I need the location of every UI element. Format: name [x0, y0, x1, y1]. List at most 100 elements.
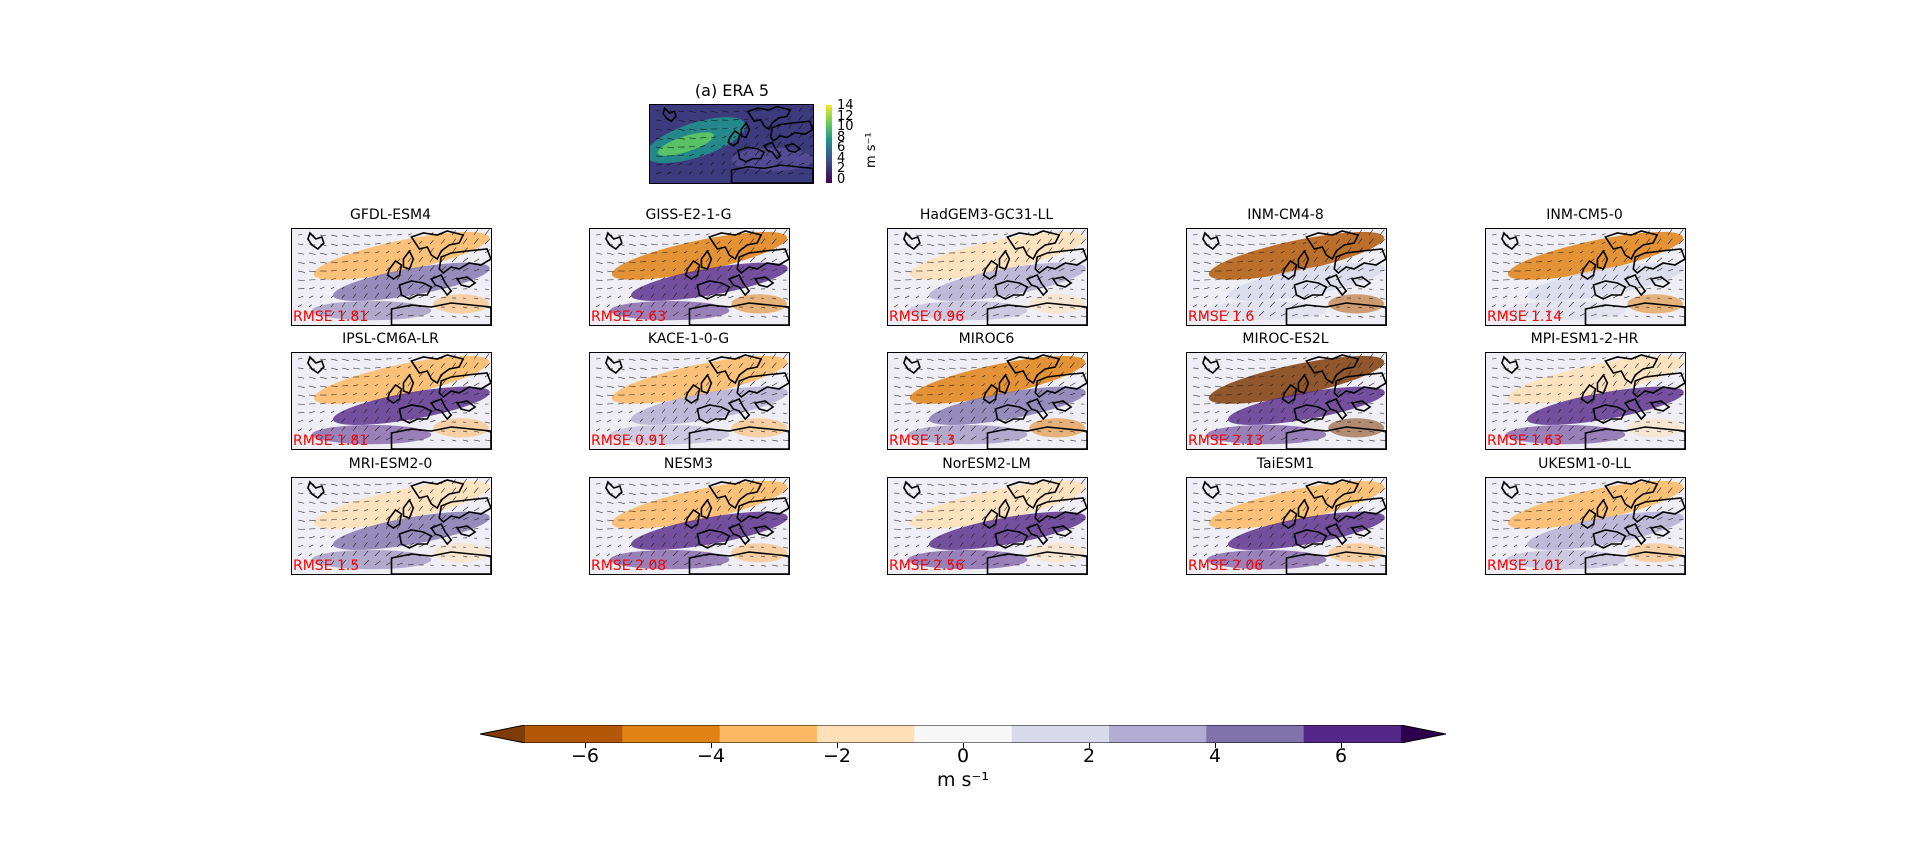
panel-field — [1486, 353, 1685, 449]
panel-field — [292, 229, 491, 325]
coastlines — [1501, 230, 1685, 325]
rmse-label: RMSE 0.91 — [591, 433, 667, 449]
rmse-label: RMSE 1.14 — [1487, 309, 1563, 325]
coastlines — [903, 354, 1087, 449]
rmse-label: RMSE 2.13 — [1188, 433, 1264, 449]
colorbar-segment — [719, 725, 818, 743]
era5-colorbar-unit: m s⁻¹ — [864, 132, 879, 168]
panel-field — [888, 229, 1087, 325]
panel-field — [888, 353, 1087, 449]
coastlines — [307, 354, 491, 449]
colorbar-segment — [914, 725, 1013, 743]
coastlines — [1501, 479, 1685, 574]
panel-title: GFDL-ESM4 — [349, 207, 432, 223]
rmse-label: RMSE 1.81 — [293, 309, 369, 325]
panel-title: MRI-ESM2-0 — [348, 456, 433, 472]
rmse-label: RMSE 2.06 — [1188, 558, 1264, 574]
coastlines — [605, 354, 789, 449]
rmse-label: RMSE 2.08 — [591, 558, 667, 574]
panel-map: RMSE 2.13 — [1186, 352, 1387, 450]
panel-title: KACE-1-0-G — [647, 331, 730, 347]
main-colorbar-unit: m s⁻¹ — [936, 769, 990, 791]
main-colorbar-tick — [1088, 743, 1090, 748]
main-colorbar-tick — [1340, 743, 1342, 748]
main-colorbar-tick-label: −6 — [570, 745, 600, 767]
era5-colorbar-tick-label: 10 — [837, 119, 854, 134]
panel-field — [590, 478, 789, 574]
coastlines — [903, 479, 1087, 574]
era5-colorbar — [826, 105, 832, 183]
main-colorbar-tick-label: 2 — [1082, 745, 1096, 767]
main-colorbar-tick — [584, 743, 586, 748]
era5-colorbar-tick-label: 8 — [837, 129, 846, 145]
panel-map: RMSE 1.01 — [1485, 477, 1686, 575]
rmse-label: RMSE 1.3 — [889, 433, 956, 449]
wind-vectors — [297, 478, 491, 567]
panel-field — [590, 229, 789, 325]
panel-map: RMSE 1.81 — [291, 352, 492, 450]
coastlines — [1202, 230, 1386, 325]
panel-field — [292, 353, 491, 449]
rmse-label: RMSE 1.6 — [1188, 309, 1255, 325]
panel-field — [1187, 353, 1386, 449]
coastlines — [903, 230, 1087, 325]
colorbar-segment — [525, 725, 623, 743]
panel-field — [888, 478, 1087, 574]
panel-map: RMSE 2.56 — [887, 477, 1088, 575]
panel-field — [1486, 229, 1685, 325]
panel-map: RMSE 1.5 — [291, 477, 492, 575]
wind-vectors — [297, 353, 491, 442]
wind-vectors — [893, 229, 1087, 318]
panel-title: HadGEM3-GC31-LL — [919, 207, 1054, 223]
panel-title: NESM3 — [663, 456, 714, 472]
wind-vectors — [893, 478, 1087, 567]
era5-colorbar-tick-label: 2 — [837, 161, 846, 176]
panel-map: RMSE 1.81 — [291, 228, 492, 326]
panel-map: RMSE 2.63 — [589, 228, 790, 326]
panel-map: RMSE 0.91 — [589, 352, 790, 450]
main-colorbar-tick — [962, 743, 964, 748]
rmse-label: RMSE 1.63 — [1487, 433, 1563, 449]
era5-colorbar-tick-label: 14 — [837, 98, 854, 113]
main-colorbar — [480, 725, 1446, 743]
wind-vectors — [595, 353, 789, 442]
coastlines — [1202, 479, 1386, 574]
panel-field — [292, 478, 491, 574]
main-colorbar-tick — [1214, 743, 1216, 748]
main-colorbar-tick-label: −2 — [822, 745, 852, 767]
main-colorbar-tick-label: 6 — [1334, 745, 1348, 767]
panel-field — [1187, 229, 1386, 325]
panel-title: UKESM1-0-LL — [1538, 456, 1631, 472]
coastlines — [307, 479, 491, 574]
panel-title: MIROC-ES2L — [1242, 331, 1329, 347]
panel-title: GISS-E2-1-G — [645, 207, 732, 223]
rmse-label: RMSE 0.96 — [889, 309, 965, 325]
panel-field — [1187, 478, 1386, 574]
era5-field — [650, 105, 813, 183]
panel-title: TaiESM1 — [1256, 456, 1315, 472]
coastlines — [1202, 354, 1386, 449]
panel-map: RMSE 1.63 — [1485, 352, 1686, 450]
era5-colorbar-tick-label: 0 — [837, 171, 846, 187]
colorbar-extend-min — [480, 725, 525, 743]
panel-title: NorESM2-LM — [942, 456, 1031, 472]
wind-vectors — [595, 478, 789, 567]
era5-colorbar-tick-label: 4 — [837, 150, 846, 166]
panel-map: RMSE 2.08 — [589, 477, 790, 575]
panel-title: MPI-ESM1-2-HR — [1530, 331, 1639, 347]
panel-map: RMSE 0.96 — [887, 228, 1088, 326]
main-colorbar-tick — [836, 743, 838, 748]
colorbar-segment — [1109, 725, 1207, 743]
colorbar-extend-max — [1401, 725, 1446, 743]
panel-title: INM-CM5-0 — [1546, 207, 1623, 223]
era5-map — [649, 104, 814, 184]
wind-vectors — [1192, 229, 1386, 318]
rmse-label: RMSE 2.56 — [889, 558, 965, 574]
coastlines — [605, 230, 789, 325]
main-colorbar-tick-label: 0 — [956, 745, 970, 767]
wind-vectors — [1491, 229, 1685, 318]
coastlines — [1501, 354, 1685, 449]
colorbar-segment — [1303, 725, 1402, 743]
era5-colorbar-tick-label: 6 — [837, 140, 846, 155]
rmse-label: RMSE 2.63 — [591, 309, 667, 325]
